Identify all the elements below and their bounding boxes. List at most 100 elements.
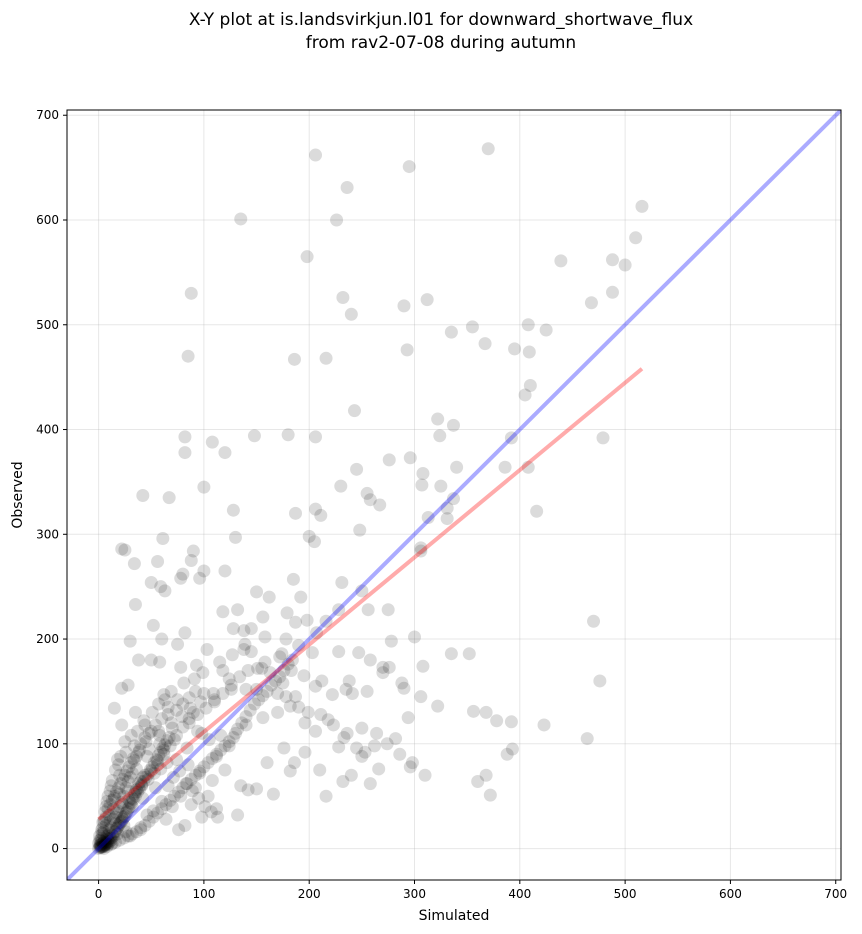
data-point <box>504 431 518 445</box>
data-point <box>136 489 150 503</box>
data-point <box>228 530 242 544</box>
data-point <box>224 678 238 692</box>
data-point <box>195 726 209 740</box>
data-point <box>618 258 632 272</box>
data-point <box>478 337 492 351</box>
data-point <box>154 580 168 594</box>
data-point <box>123 634 137 648</box>
data-point <box>325 688 339 702</box>
data-point <box>112 819 126 833</box>
data-point <box>172 823 186 837</box>
data-point <box>127 557 141 571</box>
data-point <box>107 791 121 805</box>
data-point <box>96 821 110 835</box>
data-point <box>106 802 120 816</box>
data-point <box>163 739 177 753</box>
data-point <box>518 388 532 402</box>
data-point <box>151 806 165 820</box>
data-point <box>363 777 377 791</box>
data-point <box>350 741 364 755</box>
data-point <box>263 666 277 680</box>
data-point <box>155 794 169 808</box>
data-point <box>505 742 519 756</box>
x-tick-label: 500 <box>614 887 637 901</box>
data-point <box>102 827 116 841</box>
data-point <box>170 728 184 742</box>
data-point <box>403 760 417 774</box>
data-point <box>108 763 122 777</box>
data-point <box>184 772 198 786</box>
data-point <box>157 747 171 761</box>
data-point <box>95 831 109 845</box>
data-point <box>141 772 155 786</box>
data-point <box>184 553 198 567</box>
data-point <box>183 701 197 715</box>
data-point <box>155 712 169 726</box>
data-point <box>336 775 350 789</box>
data-point <box>151 758 165 772</box>
data-point <box>300 250 314 264</box>
data-point <box>337 731 351 745</box>
data-point <box>297 669 311 683</box>
data-point <box>98 812 112 826</box>
data-point <box>95 834 109 848</box>
data-point <box>143 763 157 777</box>
data-point <box>106 829 120 843</box>
data-point <box>241 783 255 797</box>
data-point <box>273 670 287 684</box>
data-point <box>284 663 298 677</box>
data-point <box>118 768 132 782</box>
data-point <box>416 659 430 673</box>
data-point <box>182 712 196 726</box>
data-point <box>309 679 323 693</box>
data-point <box>258 655 272 669</box>
data-point <box>121 678 135 692</box>
data-point <box>127 754 141 768</box>
data-point <box>177 676 191 690</box>
data-point <box>554 254 568 268</box>
data-point <box>97 835 111 849</box>
data-point <box>344 307 358 321</box>
data-point <box>287 756 301 770</box>
data-point <box>130 749 144 763</box>
data-point <box>166 770 180 784</box>
data-point <box>292 638 306 652</box>
data-point <box>205 435 219 449</box>
data-point <box>125 791 139 805</box>
data-point <box>345 687 359 701</box>
data-point <box>112 781 126 795</box>
data-point <box>170 753 184 767</box>
data-point <box>122 801 136 815</box>
data-point <box>150 753 164 767</box>
data-point <box>244 622 258 636</box>
data-point <box>216 605 230 619</box>
data-point <box>184 798 198 812</box>
data-point <box>361 603 375 617</box>
data-point <box>160 756 174 770</box>
data-point <box>154 762 168 776</box>
data-point <box>104 837 118 851</box>
data-point <box>231 722 245 736</box>
data-point <box>148 781 162 795</box>
data-point <box>139 770 153 784</box>
data-point <box>397 681 411 695</box>
data-point <box>100 839 114 853</box>
data-point <box>421 511 435 525</box>
data-point <box>120 764 134 778</box>
data-point <box>99 835 113 849</box>
data-point <box>289 690 303 704</box>
y-tick-label: 100 <box>36 737 59 751</box>
data-point <box>471 775 485 789</box>
data-point <box>490 714 504 728</box>
data-point <box>269 674 283 688</box>
data-point <box>281 428 295 442</box>
data-point <box>174 660 188 674</box>
data-point <box>226 731 240 745</box>
data-point <box>108 816 122 830</box>
data-point <box>139 735 153 749</box>
data-point <box>300 613 314 627</box>
data-point <box>397 299 411 313</box>
data-point <box>384 634 398 648</box>
data-point <box>234 779 248 793</box>
data-point <box>97 838 111 852</box>
